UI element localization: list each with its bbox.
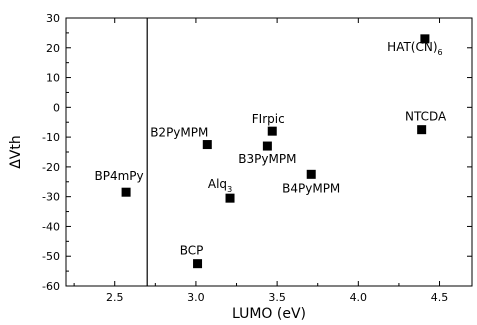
y-tick-label: -10	[42, 131, 60, 144]
point-label: HAT(CN)6	[387, 40, 442, 57]
x-axis-ticks: 2.5 3.0 3.5 4.0 4.5	[73, 18, 449, 304]
point-label-subscript: 6	[438, 48, 443, 57]
y-tick-label: 0	[53, 101, 60, 114]
point-label-text: B4PyMPM	[282, 181, 340, 195]
y-tick-label: -60	[42, 280, 60, 293]
data-point	[202, 140, 212, 150]
x-tick-label: 2.5	[106, 291, 124, 304]
point-label-text: FIrpic	[252, 112, 285, 126]
point-label-text: NTCDA	[405, 110, 447, 124]
point-label-text: HAT(CN)	[387, 40, 437, 54]
point-label: BP4mPy	[95, 169, 144, 183]
point-label-text: B2PyMPM	[150, 126, 208, 140]
point-label-text: BP4mPy	[95, 169, 144, 183]
data-point	[417, 125, 427, 135]
x-tick-label: 3.0	[187, 291, 205, 304]
y-axis-label: ΔVth	[8, 135, 24, 169]
x-axis-label: LUMO (eV)	[232, 306, 306, 322]
x-tick-label: 4.5	[431, 291, 449, 304]
data-point	[267, 126, 277, 136]
y-tick-label: -50	[42, 250, 60, 263]
point-label-subscript: 3	[227, 185, 232, 194]
data-point	[262, 141, 272, 151]
point-label: NTCDA	[405, 110, 447, 124]
data-point	[225, 193, 235, 203]
x-tick-label: 4.0	[350, 291, 368, 304]
y-tick-label: -30	[42, 191, 60, 204]
data-point	[306, 169, 316, 179]
y-tick-label: 30	[46, 12, 60, 25]
point-label: Alq3	[208, 177, 232, 194]
x-tick-label: 3.5	[268, 291, 286, 304]
point-label: B2PyMPM	[150, 126, 208, 140]
data-point	[193, 259, 203, 269]
data-points	[121, 34, 430, 269]
y-tick-label: -20	[42, 161, 60, 174]
y-axis-ticks: -60 -50 -40 -30 -20 -10 0 10 20 30	[42, 12, 472, 293]
data-point	[420, 34, 430, 44]
y-tick-label: -40	[42, 220, 60, 233]
point-labels: BP4mPy B2PyMPM Alq3 BCP B3PyMPM FIrpic B4PyMPM…	[95, 40, 448, 258]
point-label: B4PyMPM	[282, 181, 340, 195]
point-label: B3PyMPM	[238, 152, 296, 166]
point-label-text: BCP	[180, 244, 204, 258]
y-tick-label: 20	[46, 42, 60, 55]
y-tick-label: 10	[46, 72, 60, 85]
point-label-text: B3PyMPM	[238, 152, 296, 166]
point-label: FIrpic	[252, 112, 285, 126]
data-point	[121, 187, 131, 197]
point-label-text: Alq	[208, 177, 227, 191]
point-label: BCP	[180, 244, 204, 258]
